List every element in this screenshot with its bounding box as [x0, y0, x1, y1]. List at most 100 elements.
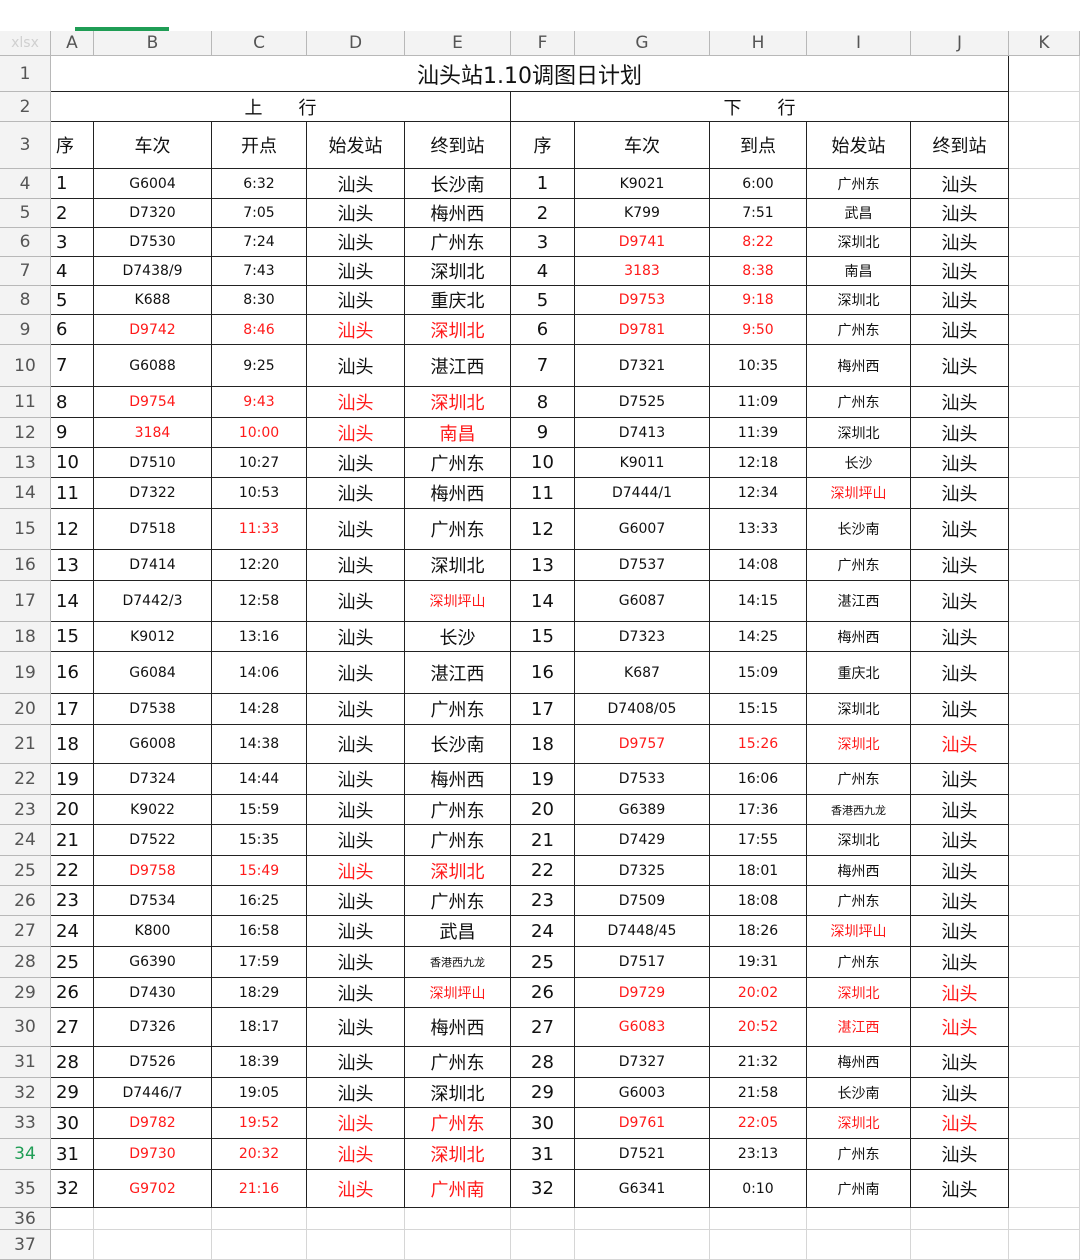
down-train-cell[interactable]: D7321	[575, 345, 710, 387]
row-header-4[interactable]: 4	[0, 169, 51, 199]
down-to-cell[interactable]: 汕头	[911, 478, 1009, 509]
empty-cell[interactable]	[911, 1208, 1009, 1230]
up-seq-cell[interactable]: 16	[51, 652, 94, 694]
up-to-cell[interactable]: 长沙	[405, 622, 511, 652]
down-seq-cell[interactable]: 29	[511, 1078, 575, 1108]
row-header-26[interactable]: 26	[0, 886, 51, 916]
empty-cell[interactable]	[1009, 56, 1080, 92]
down-time-cell[interactable]: 15:09	[710, 652, 807, 694]
down-time-cell[interactable]: 15:15	[710, 694, 807, 725]
row-header-36[interactable]: 36	[0, 1208, 51, 1230]
up-from-cell[interactable]: 汕头	[307, 652, 405, 694]
header-down-4[interactable]: 终到站	[911, 122, 1009, 169]
down-seq-cell[interactable]: 17	[511, 694, 575, 725]
down-time-cell[interactable]: 7:51	[710, 199, 807, 228]
row-header-19[interactable]: 19	[0, 652, 51, 694]
up-time-cell[interactable]: 15:35	[212, 825, 307, 856]
up-train-cell[interactable]: D7324	[94, 764, 212, 795]
empty-cell[interactable]	[405, 1208, 511, 1230]
down-seq-cell[interactable]: 31	[511, 1139, 575, 1170]
down-time-cell[interactable]: 21:32	[710, 1047, 807, 1078]
empty-cell[interactable]	[1009, 825, 1080, 856]
empty-cell[interactable]	[1009, 856, 1080, 886]
up-time-cell[interactable]: 19:05	[212, 1078, 307, 1108]
up-to-cell[interactable]: 梅州西	[405, 478, 511, 509]
down-train-cell[interactable]: D7448/45	[575, 916, 710, 947]
down-from-cell[interactable]: 湛江西	[807, 1008, 911, 1047]
up-seq-cell[interactable]: 1	[51, 169, 94, 199]
empty-cell[interactable]	[1009, 622, 1080, 652]
up-seq-cell[interactable]: 5	[51, 286, 94, 315]
up-seq-cell[interactable]: 10	[51, 448, 94, 478]
down-to-cell[interactable]: 汕头	[911, 315, 1009, 345]
row-header-33[interactable]: 33	[0, 1108, 51, 1139]
header-down-3[interactable]: 始发站	[807, 122, 911, 169]
up-seq-cell[interactable]: 31	[51, 1139, 94, 1170]
up-train-cell[interactable]: D7522	[94, 825, 212, 856]
up-from-cell[interactable]: 汕头	[307, 1170, 405, 1208]
down-from-cell[interactable]: 广州东	[807, 387, 911, 418]
up-from-cell[interactable]: 汕头	[307, 228, 405, 257]
down-from-cell[interactable]: 广州东	[807, 764, 911, 795]
down-train-cell[interactable]: K799	[575, 199, 710, 228]
up-from-cell[interactable]: 汕头	[307, 694, 405, 725]
down-time-cell[interactable]: 11:39	[710, 418, 807, 448]
empty-cell[interactable]	[1009, 1078, 1080, 1108]
empty-cell[interactable]	[1009, 257, 1080, 286]
up-seq-cell[interactable]: 13	[51, 550, 94, 581]
down-to-cell[interactable]: 汕头	[911, 652, 1009, 694]
empty-cell[interactable]	[94, 1208, 212, 1230]
up-to-cell[interactable]: 广州东	[405, 1108, 511, 1139]
up-from-cell[interactable]: 汕头	[307, 725, 405, 764]
down-time-cell[interactable]: 14:25	[710, 622, 807, 652]
down-time-cell[interactable]: 18:08	[710, 886, 807, 916]
down-time-cell[interactable]: 18:01	[710, 856, 807, 886]
up-from-cell[interactable]: 汕头	[307, 581, 405, 622]
down-from-cell[interactable]: 梅州西	[807, 345, 911, 387]
up-to-cell[interactable]: 广州东	[405, 228, 511, 257]
up-time-cell[interactable]: 20:32	[212, 1139, 307, 1170]
empty-cell[interactable]	[1009, 1208, 1080, 1230]
row-header-6[interactable]: 6	[0, 228, 51, 257]
up-from-cell[interactable]: 汕头	[307, 1078, 405, 1108]
row-header-7[interactable]: 7	[0, 257, 51, 286]
empty-cell[interactable]	[307, 1208, 405, 1230]
empty-cell[interactable]	[1009, 199, 1080, 228]
down-to-cell[interactable]: 汕头	[911, 1108, 1009, 1139]
column-header-B[interactable]: B	[94, 31, 212, 56]
row-header-3[interactable]: 3	[0, 122, 51, 169]
down-seq-cell[interactable]: 3	[511, 228, 575, 257]
row-header-2[interactable]: 2	[0, 92, 51, 122]
row-header-15[interactable]: 15	[0, 509, 51, 550]
column-header-E[interactable]: E	[405, 31, 511, 56]
down-time-cell[interactable]: 16:06	[710, 764, 807, 795]
empty-cell[interactable]	[307, 1230, 405, 1260]
up-to-cell[interactable]: 湛江西	[405, 345, 511, 387]
down-time-cell[interactable]: 0:10	[710, 1170, 807, 1208]
up-seq-cell[interactable]: 27	[51, 1008, 94, 1047]
up-train-cell[interactable]: G6008	[94, 725, 212, 764]
up-time-cell[interactable]: 9:25	[212, 345, 307, 387]
empty-cell[interactable]	[807, 1208, 911, 1230]
up-train-cell[interactable]: G9702	[94, 1170, 212, 1208]
empty-cell[interactable]	[575, 1230, 710, 1260]
down-seq-cell[interactable]: 13	[511, 550, 575, 581]
row-header-22[interactable]: 22	[0, 764, 51, 795]
up-from-cell[interactable]: 汕头	[307, 257, 405, 286]
down-seq-cell[interactable]: 4	[511, 257, 575, 286]
down-train-cell[interactable]: G6083	[575, 1008, 710, 1047]
up-from-cell[interactable]: 汕头	[307, 795, 405, 825]
up-from-cell[interactable]: 汕头	[307, 764, 405, 795]
up-from-cell[interactable]: 汕头	[307, 169, 405, 199]
down-from-cell[interactable]: 长沙	[807, 448, 911, 478]
active-sheet-tab-indicator[interactable]	[75, 27, 169, 31]
down-to-cell[interactable]: 汕头	[911, 509, 1009, 550]
down-train-cell[interactable]: K9021	[575, 169, 710, 199]
up-time-cell[interactable]: 14:28	[212, 694, 307, 725]
sheet-title[interactable]: 汕头站1.10调图日计划	[51, 56, 1009, 92]
empty-cell[interactable]	[94, 1230, 212, 1260]
down-from-cell[interactable]: 广州南	[807, 1170, 911, 1208]
down-seq-cell[interactable]: 20	[511, 795, 575, 825]
down-train-cell[interactable]: G6389	[575, 795, 710, 825]
up-seq-cell[interactable]: 2	[51, 199, 94, 228]
